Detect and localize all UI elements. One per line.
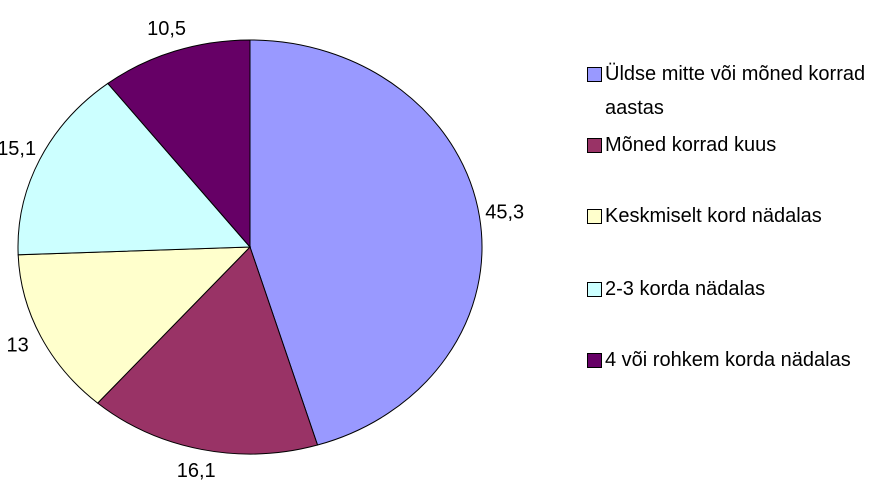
legend-swatch bbox=[587, 138, 602, 153]
pie-slice bbox=[107, 39, 251, 249]
legend-swatch bbox=[587, 353, 602, 368]
pie-slice bbox=[249, 39, 483, 446]
legend-item: 4 või rohkem korda nädalas bbox=[587, 343, 896, 377]
legend-label: Mõned korrad kuus bbox=[605, 134, 777, 156]
pie-area: 45,3 16,1 13 15,1 10,5 bbox=[0, 18, 524, 482]
legend-label: 4 või rohkem korda nädalas bbox=[605, 349, 851, 371]
legend-swatch bbox=[587, 209, 602, 224]
legend-item: Mõned korrad kuus bbox=[587, 128, 896, 162]
legend-label: Keskmiselt kord nädalas bbox=[605, 205, 822, 227]
legend-label: 2-3 korda nädalas bbox=[605, 278, 766, 300]
data-label: 45,3 bbox=[485, 201, 524, 223]
data-label: 13 bbox=[7, 334, 29, 356]
data-label: 15,1 bbox=[0, 138, 36, 160]
legend-label: Üldse mitte või mõned korrad aastas bbox=[605, 63, 866, 119]
pie-slice bbox=[96, 246, 319, 455]
legend-item: Keskmiselt kord nädalas bbox=[587, 199, 896, 233]
pie-slice bbox=[17, 82, 252, 256]
pie-slice bbox=[17, 246, 252, 404]
legend-swatch bbox=[587, 282, 602, 297]
legend-item: 2-3 korda nädalas bbox=[587, 272, 896, 306]
data-label: 10,5 bbox=[147, 18, 186, 40]
legend-swatch bbox=[587, 67, 602, 82]
legend-item: Üldse mitte või mõned korrad aastas bbox=[587, 57, 896, 125]
data-label: 16,1 bbox=[177, 460, 216, 482]
